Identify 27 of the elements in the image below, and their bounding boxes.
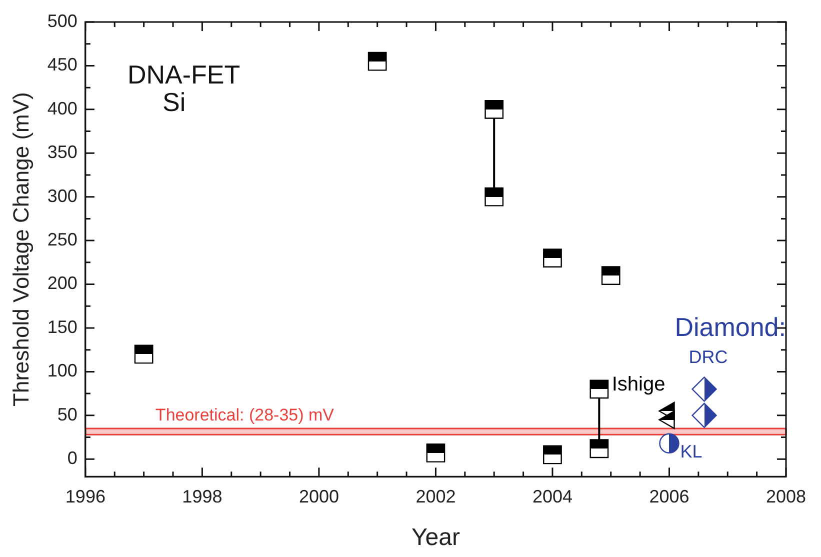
x-tick-label: 2008 (766, 486, 806, 506)
x-tick-label: 2002 (416, 486, 456, 506)
x-tick-label: 2006 (649, 486, 690, 506)
x-tick-label: 1996 (65, 486, 106, 506)
y-tick-label: 250 (47, 230, 78, 250)
x-tick-label: 1998 (182, 486, 222, 506)
x-axis-title: Year (411, 524, 460, 552)
y-tick-label: 350 (47, 142, 78, 162)
y-tick-label: 150 (47, 316, 78, 337)
y-tick-label: 0 (67, 448, 78, 468)
y-tick-label: 500 (47, 10, 78, 31)
series-label: KL (680, 441, 702, 462)
annotation: Diamond: (674, 312, 786, 342)
y-tick-label: 300 (47, 186, 78, 206)
series-label: Ishige (612, 374, 666, 396)
x-tick-label: 2004 (532, 486, 572, 506)
y-tick-label: 400 (47, 98, 78, 118)
band-label: Theoretical: (28-35) mV (155, 406, 335, 425)
annotation: DNA-FET (127, 60, 240, 90)
x-tick-label: 2000 (298, 486, 339, 506)
series-label: DRC (688, 347, 728, 368)
y-axis-title: Threshold Voltage Change (mV) (8, 92, 34, 406)
y-tick-label: 50 (57, 404, 78, 424)
y-tick-label: 450 (47, 54, 78, 75)
y-tick-label: 100 (47, 360, 78, 381)
annotation: Si (162, 87, 186, 117)
y-tick-label: 200 (47, 273, 78, 294)
